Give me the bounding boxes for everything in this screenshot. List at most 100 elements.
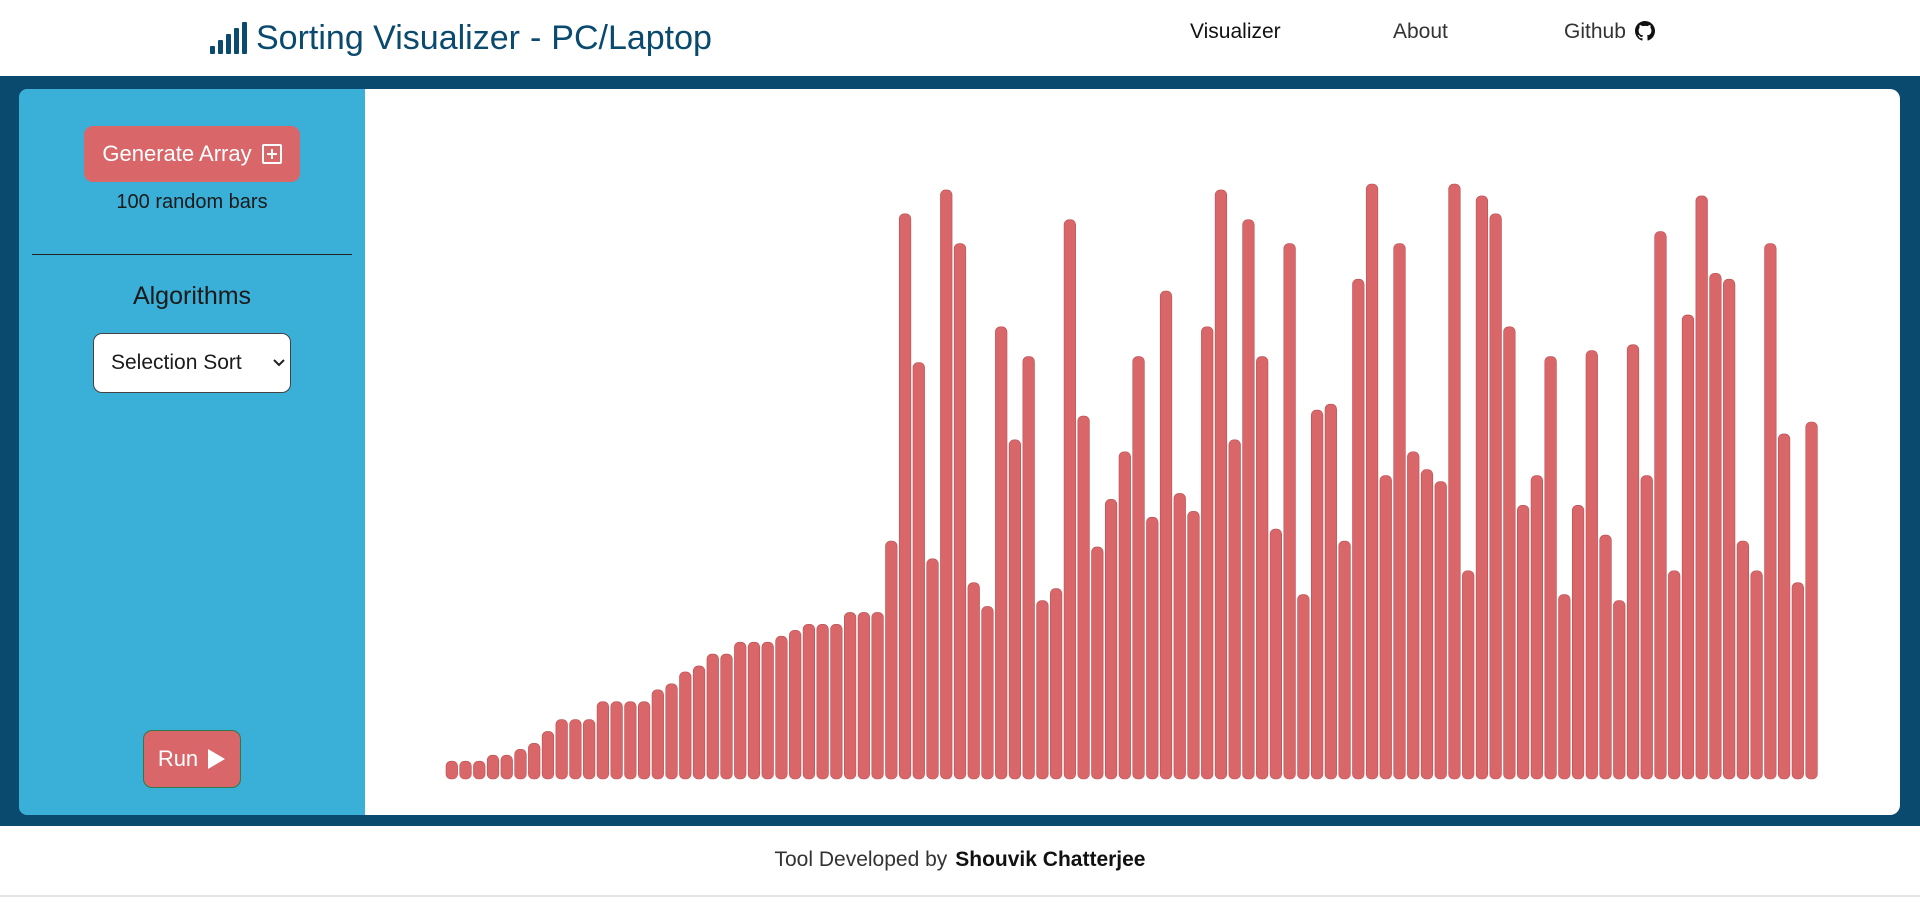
bar bbox=[1681, 314, 1695, 780]
page-subtitle: PC/Laptop bbox=[551, 18, 712, 57]
bar bbox=[1805, 421, 1818, 780]
bar bbox=[706, 653, 719, 780]
bar bbox=[995, 326, 1008, 780]
bar bbox=[1187, 510, 1200, 780]
nav-link-github-label: Github bbox=[1564, 20, 1626, 43]
bars-chart bbox=[445, 183, 1818, 780]
bar bbox=[473, 760, 486, 780]
visualizer-frame: Generate Array 100 random bars Algorithm… bbox=[0, 76, 1920, 826]
bar bbox=[514, 748, 527, 780]
bar bbox=[1462, 570, 1475, 780]
bar bbox=[1228, 439, 1241, 780]
bar bbox=[1764, 243, 1777, 780]
nav-link-about[interactable]: About bbox=[1393, 20, 1448, 43]
bar bbox=[1201, 326, 1214, 780]
algorithm-selected-value: Selection Sort bbox=[111, 351, 242, 374]
bar bbox=[1256, 356, 1269, 780]
bar bbox=[1723, 278, 1736, 780]
bar bbox=[692, 665, 706, 780]
bar bbox=[926, 558, 939, 780]
bar bbox=[747, 641, 761, 780]
bar bbox=[1118, 451, 1131, 780]
bar bbox=[1063, 219, 1076, 780]
bar bbox=[541, 731, 555, 780]
bar bbox=[1571, 504, 1585, 780]
nav-link-visualizer[interactable]: Visualizer bbox=[1190, 20, 1281, 43]
bar bbox=[679, 671, 692, 780]
bar bbox=[844, 612, 857, 780]
bar bbox=[569, 719, 582, 780]
bar bbox=[1146, 516, 1159, 780]
sidebar-divider bbox=[32, 254, 352, 255]
bar bbox=[1654, 231, 1667, 780]
bar bbox=[637, 701, 651, 780]
navbar: Sorting Visualizer - PC/Laptop Visualize… bbox=[0, 0, 1920, 76]
bar bbox=[1558, 594, 1571, 780]
footer-author: Shouvik Chatterjee bbox=[955, 848, 1146, 871]
plus-square-icon bbox=[261, 144, 282, 164]
bar bbox=[1585, 350, 1598, 780]
bar bbox=[1365, 183, 1379, 780]
algorithm-select[interactable]: Selection Sort bbox=[93, 333, 291, 393]
bar bbox=[1407, 451, 1420, 780]
footer: Tool Developed by Shouvik Chatterjee bbox=[0, 848, 1920, 872]
bar bbox=[1530, 475, 1543, 780]
generate-array-label: Generate Array bbox=[102, 141, 252, 166]
bar bbox=[1517, 504, 1530, 780]
bar bbox=[555, 719, 568, 780]
bar bbox=[981, 606, 994, 780]
brand[interactable]: Sorting Visualizer - PC/Laptop bbox=[208, 16, 712, 60]
bar bbox=[1159, 290, 1173, 780]
bar bbox=[1695, 195, 1708, 780]
bar bbox=[1379, 475, 1392, 780]
bar bbox=[953, 243, 967, 780]
bar bbox=[761, 641, 774, 780]
bar bbox=[445, 760, 458, 780]
bar bbox=[1022, 356, 1035, 780]
bar bbox=[898, 213, 912, 780]
nav-link-github[interactable]: Github bbox=[1564, 20, 1655, 44]
bar bbox=[486, 754, 500, 780]
run-button[interactable]: Run bbox=[143, 730, 241, 788]
bar bbox=[500, 754, 513, 780]
bar bbox=[1613, 600, 1626, 780]
bar bbox=[885, 540, 898, 780]
bar bbox=[857, 612, 870, 780]
bar bbox=[1544, 356, 1557, 780]
bar bbox=[940, 189, 953, 780]
bar bbox=[1036, 600, 1049, 780]
algorithms-heading: Algorithms bbox=[132, 282, 252, 310]
bar bbox=[816, 623, 829, 780]
bar bbox=[528, 742, 541, 780]
bar bbox=[1448, 183, 1461, 780]
bar bbox=[610, 701, 623, 780]
bar bbox=[802, 623, 816, 780]
bar bbox=[1324, 403, 1337, 780]
bar bbox=[1709, 272, 1722, 780]
bar bbox=[789, 629, 802, 780]
bar bbox=[583, 719, 596, 780]
bar bbox=[1077, 415, 1090, 780]
bar bbox=[1736, 540, 1749, 780]
bars-canvas bbox=[365, 89, 1900, 815]
bar bbox=[1132, 356, 1145, 780]
bar bbox=[1173, 493, 1186, 780]
bar bbox=[651, 689, 664, 780]
footer-rule bbox=[0, 895, 1920, 897]
play-icon bbox=[208, 749, 226, 769]
bar bbox=[1668, 570, 1681, 780]
signal-bars-icon bbox=[210, 22, 247, 54]
bar bbox=[720, 653, 733, 780]
bar bbox=[1420, 469, 1434, 780]
bar bbox=[1393, 243, 1406, 780]
bar bbox=[1475, 195, 1489, 780]
bar bbox=[1008, 439, 1022, 780]
bar bbox=[1297, 594, 1310, 780]
bar bbox=[1310, 409, 1324, 780]
bar bbox=[1091, 546, 1104, 780]
bar bbox=[912, 362, 925, 780]
bar bbox=[1338, 540, 1351, 780]
generate-array-button[interactable]: Generate Array bbox=[84, 126, 300, 182]
bar bbox=[665, 683, 678, 780]
bar bbox=[1050, 588, 1063, 780]
